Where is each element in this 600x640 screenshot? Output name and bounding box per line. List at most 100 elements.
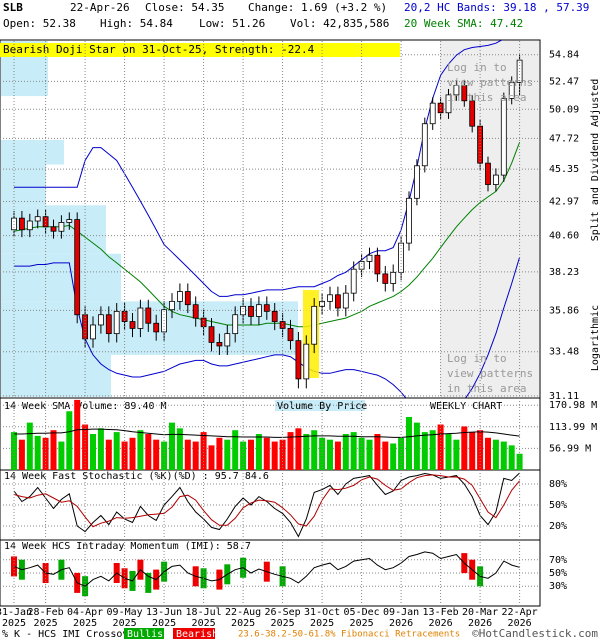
candle-body	[287, 328, 294, 342]
volume-bar	[508, 445, 515, 470]
login-note: view patterns	[447, 367, 533, 380]
bands-label: 20,2 HC Bands: 39.18 , 57.39	[404, 1, 589, 14]
volume-bar	[58, 441, 65, 470]
candle-body	[113, 310, 120, 335]
volume-bar	[445, 434, 452, 470]
volume-bar	[184, 439, 191, 470]
volume-bar	[469, 432, 476, 470]
candle-body	[208, 326, 215, 343]
y-tick-label: 113.99 M	[549, 422, 597, 433]
login-note: in this area	[447, 91, 526, 104]
volume-bar	[485, 437, 491, 470]
chart-note: WEEKLY CHART	[430, 401, 502, 412]
date: 22-Apr-26	[70, 1, 130, 14]
volume-bar	[327, 439, 333, 470]
volume-bar	[271, 441, 278, 470]
y-tick-label: 38.23	[549, 267, 579, 278]
x-tick-label: 26-Sep 2025	[265, 607, 301, 629]
volume-bar	[429, 430, 436, 470]
volume-bar	[334, 441, 341, 470]
candle-body	[477, 125, 484, 164]
candle-body	[334, 294, 341, 309]
candle-body	[248, 305, 254, 317]
price-line	[14, 256, 521, 398]
volume-bar	[342, 434, 349, 470]
x-tick-label: 13-Jun 2025	[146, 607, 182, 629]
candle-body	[382, 273, 389, 284]
login-note: Log in to	[447, 61, 507, 74]
credit: ©HotCandlestick.com	[472, 627, 598, 640]
volume-sma-line	[14, 428, 520, 438]
signal-bar	[145, 572, 152, 593]
volume-bar	[200, 432, 207, 470]
volume-bar	[216, 437, 223, 470]
volume-bar	[303, 434, 310, 470]
volume-bar	[113, 432, 120, 470]
y-tick-label: 56.99 M	[549, 443, 591, 454]
volume-bar	[232, 430, 239, 470]
login-note: Log in to	[447, 352, 507, 365]
volume: Vol: 42,835,586	[290, 17, 389, 30]
candle-body	[350, 268, 357, 294]
volume-by-price-bar	[1, 139, 64, 165]
y-tick-label: 20%	[549, 521, 567, 532]
volume-bar	[295, 428, 302, 470]
indicator-line	[13, 551, 520, 587]
candle-body	[98, 314, 104, 326]
candle-body	[319, 300, 326, 307]
imi-panel	[0, 539, 541, 607]
volume-bar	[145, 434, 152, 470]
volume-bar	[358, 437, 365, 470]
volume-bar	[208, 445, 215, 470]
volume-bar	[82, 424, 89, 470]
candle-body	[303, 343, 310, 380]
candle-body	[358, 260, 365, 270]
volume-bar	[287, 432, 294, 470]
candle-body	[374, 254, 381, 275]
legend-swatch	[173, 628, 215, 639]
volume-bar	[42, 437, 49, 470]
candle-body	[271, 310, 278, 322]
x-tick-label: 13-Feb 2026	[423, 607, 459, 629]
volume-bar	[311, 430, 318, 470]
volume-bar	[492, 439, 499, 470]
y-tick-label: 42.97	[549, 197, 579, 208]
x-tick-label: 05-Dec 2025	[344, 607, 380, 629]
legend-entry: Bullish	[127, 629, 169, 640]
volume-bar	[129, 437, 136, 470]
y-tick-label: 50%	[549, 568, 567, 579]
candle-body	[461, 85, 468, 102]
volume-bar	[319, 437, 326, 470]
indicator-line	[13, 474, 520, 528]
candle-body	[137, 307, 144, 329]
candle-body	[58, 222, 65, 232]
candle-body	[232, 314, 239, 335]
candle-body	[169, 300, 175, 311]
volume-bar	[66, 411, 73, 470]
close: Close: 54.35	[145, 1, 224, 14]
candle-body	[153, 322, 160, 333]
volume-bar	[461, 426, 468, 470]
volume-bar	[137, 430, 144, 470]
y-tick-label: 50%	[549, 500, 567, 511]
volume-bar	[477, 430, 484, 470]
x-tick-label: 04-Apr 2025	[67, 607, 103, 629]
candle-body	[216, 342, 223, 347]
legend-entry: Bearish	[176, 629, 218, 640]
x-tick-label: 31-Oct 2025	[304, 607, 340, 629]
volume-bar	[50, 430, 57, 470]
candle-body	[453, 85, 460, 96]
vbp-label-bg	[275, 400, 365, 411]
volume-bar	[453, 439, 460, 470]
candle-body	[176, 291, 183, 302]
candle-body	[492, 174, 499, 185]
volume-by-price-bar	[1, 253, 121, 302]
candle-body	[129, 321, 136, 329]
candle-body	[390, 271, 397, 284]
y-tick-label: 30%	[549, 581, 567, 592]
y-tick-label: 45.35	[549, 164, 579, 175]
volume-bar	[169, 422, 175, 470]
candle-body	[26, 220, 33, 231]
